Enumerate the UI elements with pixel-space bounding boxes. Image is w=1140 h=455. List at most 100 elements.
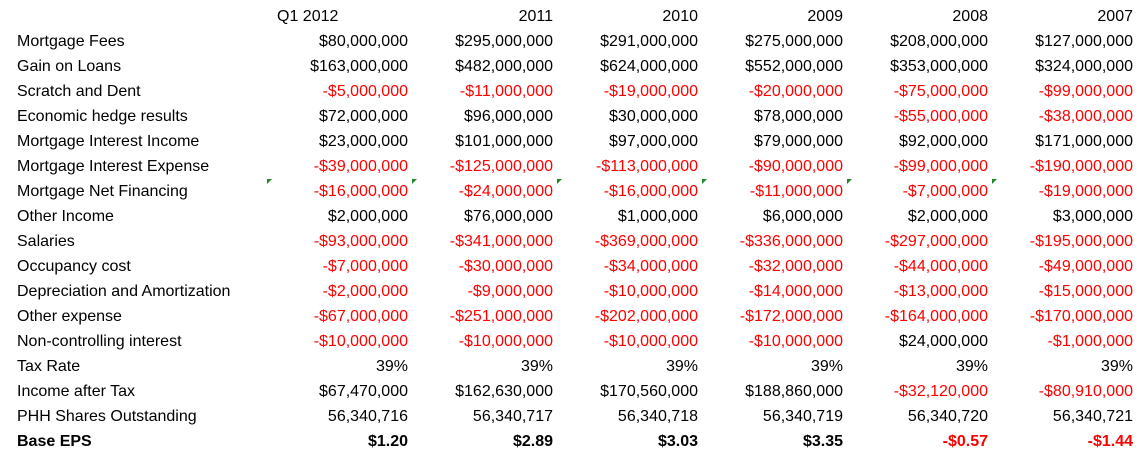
value-cell-q1-2012[interactable]: -$10,000,000 xyxy=(267,329,412,354)
value-cell-2008[interactable]: -$99,000,000 xyxy=(847,154,992,179)
value-cell-2011[interactable]: -$125,000,000 xyxy=(412,154,557,179)
value-cell-q1-2012[interactable]: $67,470,000 xyxy=(267,379,412,404)
value-cell-2007[interactable]: -$49,000,000 xyxy=(992,254,1137,279)
value-cell-2008[interactable]: -$297,000,000 xyxy=(847,229,992,254)
header-cell-2010[interactable]: 2010 xyxy=(662,8,698,25)
value-cell-2008[interactable]: -$32,120,000 xyxy=(847,379,992,404)
value-cell-2011[interactable]: $96,000,000 xyxy=(412,104,557,129)
value-cell-2009[interactable]: $3.35 xyxy=(702,429,847,454)
value-cell-2011[interactable]: -$10,000,000 xyxy=(412,329,557,354)
value-cell-2007[interactable]: -$1,000,000 xyxy=(992,329,1137,354)
value-cell-q1-2012[interactable]: -$67,000,000 xyxy=(267,304,412,329)
value-cell-2008[interactable]: $208,000,000 xyxy=(847,29,992,54)
value-cell-2010[interactable]: $30,000,000 xyxy=(557,104,702,129)
value-cell-2011[interactable]: $482,000,000 xyxy=(412,54,557,79)
error-indicator-icon[interactable] xyxy=(992,179,997,184)
value-cell-q1-2012[interactable]: $163,000,000 xyxy=(267,54,412,79)
row-label-cell[interactable]: Income after Tax xyxy=(17,383,135,400)
value-cell-2011[interactable]: 56,340,717 xyxy=(412,404,557,429)
value-cell-2007[interactable]: 39% xyxy=(992,354,1137,379)
header-cell-2009[interactable]: 2009 xyxy=(807,8,843,25)
error-indicator-icon[interactable] xyxy=(557,179,562,184)
value-cell-2010[interactable]: $1,000,000 xyxy=(557,204,702,229)
value-cell-q1-2012[interactable]: 56,340,716 xyxy=(267,404,412,429)
value-cell-2009[interactable]: $552,000,000 xyxy=(702,54,847,79)
value-cell-2008[interactable]: -$164,000,000 xyxy=(847,304,992,329)
value-cell-2010[interactable]: 56,340,718 xyxy=(557,404,702,429)
row-label-cell[interactable]: Scratch and Dent xyxy=(17,83,141,100)
value-cell-2010[interactable]: $624,000,000 xyxy=(557,54,702,79)
value-cell-2011[interactable]: -$30,000,000 xyxy=(412,254,557,279)
value-cell-2009[interactable]: -$20,000,000 xyxy=(702,79,847,104)
value-cell-q1-2012[interactable]: $72,000,000 xyxy=(267,104,412,129)
value-cell-2008[interactable]: -$13,000,000 xyxy=(847,279,992,304)
value-cell-2010[interactable]: $97,000,000 xyxy=(557,129,702,154)
value-cell-2010[interactable]: $291,000,000 xyxy=(557,29,702,54)
value-cell-2010[interactable]: $170,560,000 xyxy=(557,379,702,404)
value-cell-2009[interactable]: $188,860,000 xyxy=(702,379,847,404)
value-cell-2011[interactable]: 39% xyxy=(412,354,557,379)
value-cell-2008[interactable]: $2,000,000 xyxy=(847,204,992,229)
value-cell-q1-2012[interactable]: -$16,000,000 xyxy=(267,179,412,204)
value-cell-2010[interactable]: -$10,000,000 xyxy=(557,329,702,354)
value-cell-2010[interactable]: $3.03 xyxy=(557,429,702,454)
value-cell-q1-2012[interactable]: $2,000,000 xyxy=(267,204,412,229)
error-indicator-icon[interactable] xyxy=(702,179,707,184)
row-label-cell[interactable]: Mortgage Interest Expense xyxy=(17,158,210,175)
row-label-cell[interactable]: Occupancy cost xyxy=(17,258,131,275)
value-cell-2009[interactable]: 56,340,719 xyxy=(702,404,847,429)
value-cell-2007[interactable]: -$19,000,000 xyxy=(992,179,1137,204)
value-cell-2008[interactable]: $353,000,000 xyxy=(847,54,992,79)
value-cell-2011[interactable]: -$341,000,000 xyxy=(412,229,557,254)
value-cell-2008[interactable]: -$7,000,000 xyxy=(847,179,992,204)
value-cell-2007[interactable]: -$38,000,000 xyxy=(992,104,1137,129)
value-cell-2010[interactable]: -$10,000,000 xyxy=(557,279,702,304)
value-cell-2011[interactable]: -$24,000,000 xyxy=(412,179,557,204)
value-cell-2011[interactable]: $76,000,000 xyxy=(412,204,557,229)
value-cell-2009[interactable]: $79,000,000 xyxy=(702,129,847,154)
header-cell-2008[interactable]: 2008 xyxy=(952,8,988,25)
value-cell-2011[interactable]: $295,000,000 xyxy=(412,29,557,54)
value-cell-2008[interactable]: -$44,000,000 xyxy=(847,254,992,279)
value-cell-2009[interactable]: -$172,000,000 xyxy=(702,304,847,329)
value-cell-q1-2012[interactable]: -$5,000,000 xyxy=(267,79,412,104)
value-cell-2008[interactable]: -$0.57 xyxy=(847,429,992,454)
value-cell-2008[interactable]: 56,340,720 xyxy=(847,404,992,429)
value-cell-2009[interactable]: $78,000,000 xyxy=(702,104,847,129)
row-label-cell[interactable]: Gain on Loans xyxy=(17,58,122,75)
value-cell-2007[interactable]: -$195,000,000 xyxy=(992,229,1137,254)
value-cell-q1-2012[interactable]: $80,000,000 xyxy=(267,29,412,54)
header-cell-2011[interactable]: 2011 xyxy=(518,8,553,25)
row-label-cell[interactable]: Depreciation and Amortization xyxy=(17,283,231,300)
value-cell-q1-2012[interactable]: -$7,000,000 xyxy=(267,254,412,279)
error-indicator-icon[interactable] xyxy=(412,179,417,184)
value-cell-2009[interactable]: -$32,000,000 xyxy=(702,254,847,279)
value-cell-2007[interactable]: $324,000,000 xyxy=(992,54,1137,79)
error-indicator-icon[interactable] xyxy=(267,179,272,184)
value-cell-2010[interactable]: -$34,000,000 xyxy=(557,254,702,279)
row-label-cell[interactable]: Base EPS xyxy=(17,433,92,450)
value-cell-q1-2012[interactable]: -$93,000,000 xyxy=(267,229,412,254)
value-cell-2009[interactable]: -$90,000,000 xyxy=(702,154,847,179)
row-label-cell[interactable]: Salaries xyxy=(17,233,75,250)
value-cell-2009[interactable]: $6,000,000 xyxy=(702,204,847,229)
value-cell-2008[interactable]: $24,000,000 xyxy=(847,329,992,354)
header-cell-q1-2012[interactable]: Q1 2012 xyxy=(277,8,339,25)
value-cell-2008[interactable]: -$55,000,000 xyxy=(847,104,992,129)
value-cell-2008[interactable]: -$75,000,000 xyxy=(847,79,992,104)
row-label-cell[interactable]: Other expense xyxy=(17,308,122,325)
value-cell-2007[interactable]: $127,000,000 xyxy=(992,29,1137,54)
value-cell-2011[interactable]: $2.89 xyxy=(412,429,557,454)
value-cell-q1-2012[interactable]: 39% xyxy=(267,354,412,379)
row-label-cell[interactable]: Other Income xyxy=(17,208,114,225)
value-cell-2010[interactable]: -$202,000,000 xyxy=(557,304,702,329)
header-label-cell[interactable] xyxy=(0,4,267,29)
row-label-cell[interactable]: Mortgage Fees xyxy=(17,33,125,50)
value-cell-q1-2012[interactable]: -$2,000,000 xyxy=(267,279,412,304)
value-cell-2007[interactable]: -$170,000,000 xyxy=(992,304,1137,329)
row-label-cell[interactable]: Tax Rate xyxy=(17,358,81,375)
value-cell-2007[interactable]: $171,000,000 xyxy=(992,129,1137,154)
value-cell-q1-2012[interactable]: $1.20 xyxy=(267,429,412,454)
value-cell-2010[interactable]: 39% xyxy=(557,354,702,379)
value-cell-2008[interactable]: 39% xyxy=(847,354,992,379)
